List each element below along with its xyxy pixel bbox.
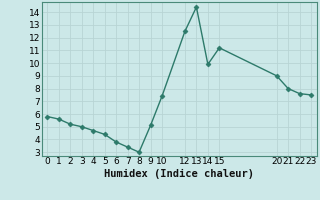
X-axis label: Humidex (Indice chaleur): Humidex (Indice chaleur)	[104, 169, 254, 179]
